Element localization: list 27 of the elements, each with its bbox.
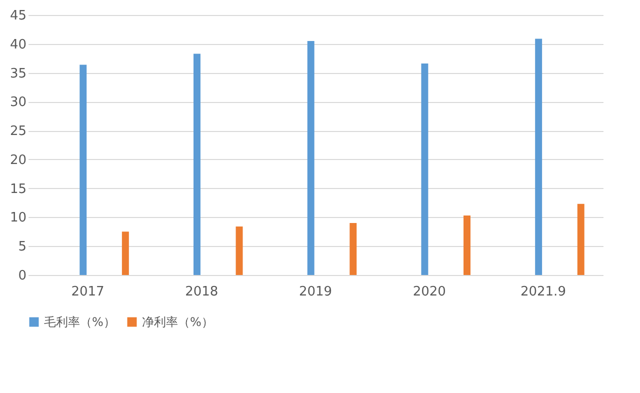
- bar: [464, 215, 470, 275]
- y-tick-label: 0: [18, 268, 26, 284]
- bar: [577, 204, 584, 275]
- x-tick-label: 2020: [412, 284, 446, 300]
- y-tick-label: 30: [10, 95, 26, 110]
- y-tick-label: 35: [10, 66, 26, 82]
- legend-label: 毛利率（%）: [44, 315, 116, 329]
- bar: [307, 41, 314, 275]
- y-tick-label: 10: [10, 210, 26, 226]
- bar: [421, 64, 428, 275]
- x-tick-label: 2018: [185, 284, 218, 300]
- bar: [236, 226, 243, 275]
- x-tick-label: 2019: [298, 284, 332, 300]
- y-tick-label: 40: [10, 37, 26, 52]
- y-tick-label: 15: [10, 182, 26, 197]
- y-tick-label: 5: [18, 240, 26, 255]
- bar: [122, 232, 129, 275]
- bar: [350, 223, 357, 275]
- y-tick-label: 20: [10, 152, 26, 168]
- bar: [535, 38, 542, 275]
- legend-label: 净利率（%）: [142, 315, 214, 329]
- y-tick-label: 25: [10, 124, 26, 140]
- bar: [194, 54, 200, 275]
- bar: [80, 64, 87, 275]
- x-tick-label: 2021.9: [520, 284, 566, 300]
- y-tick-label: 45: [10, 8, 26, 24]
- x-tick-label: 2017: [71, 284, 104, 300]
